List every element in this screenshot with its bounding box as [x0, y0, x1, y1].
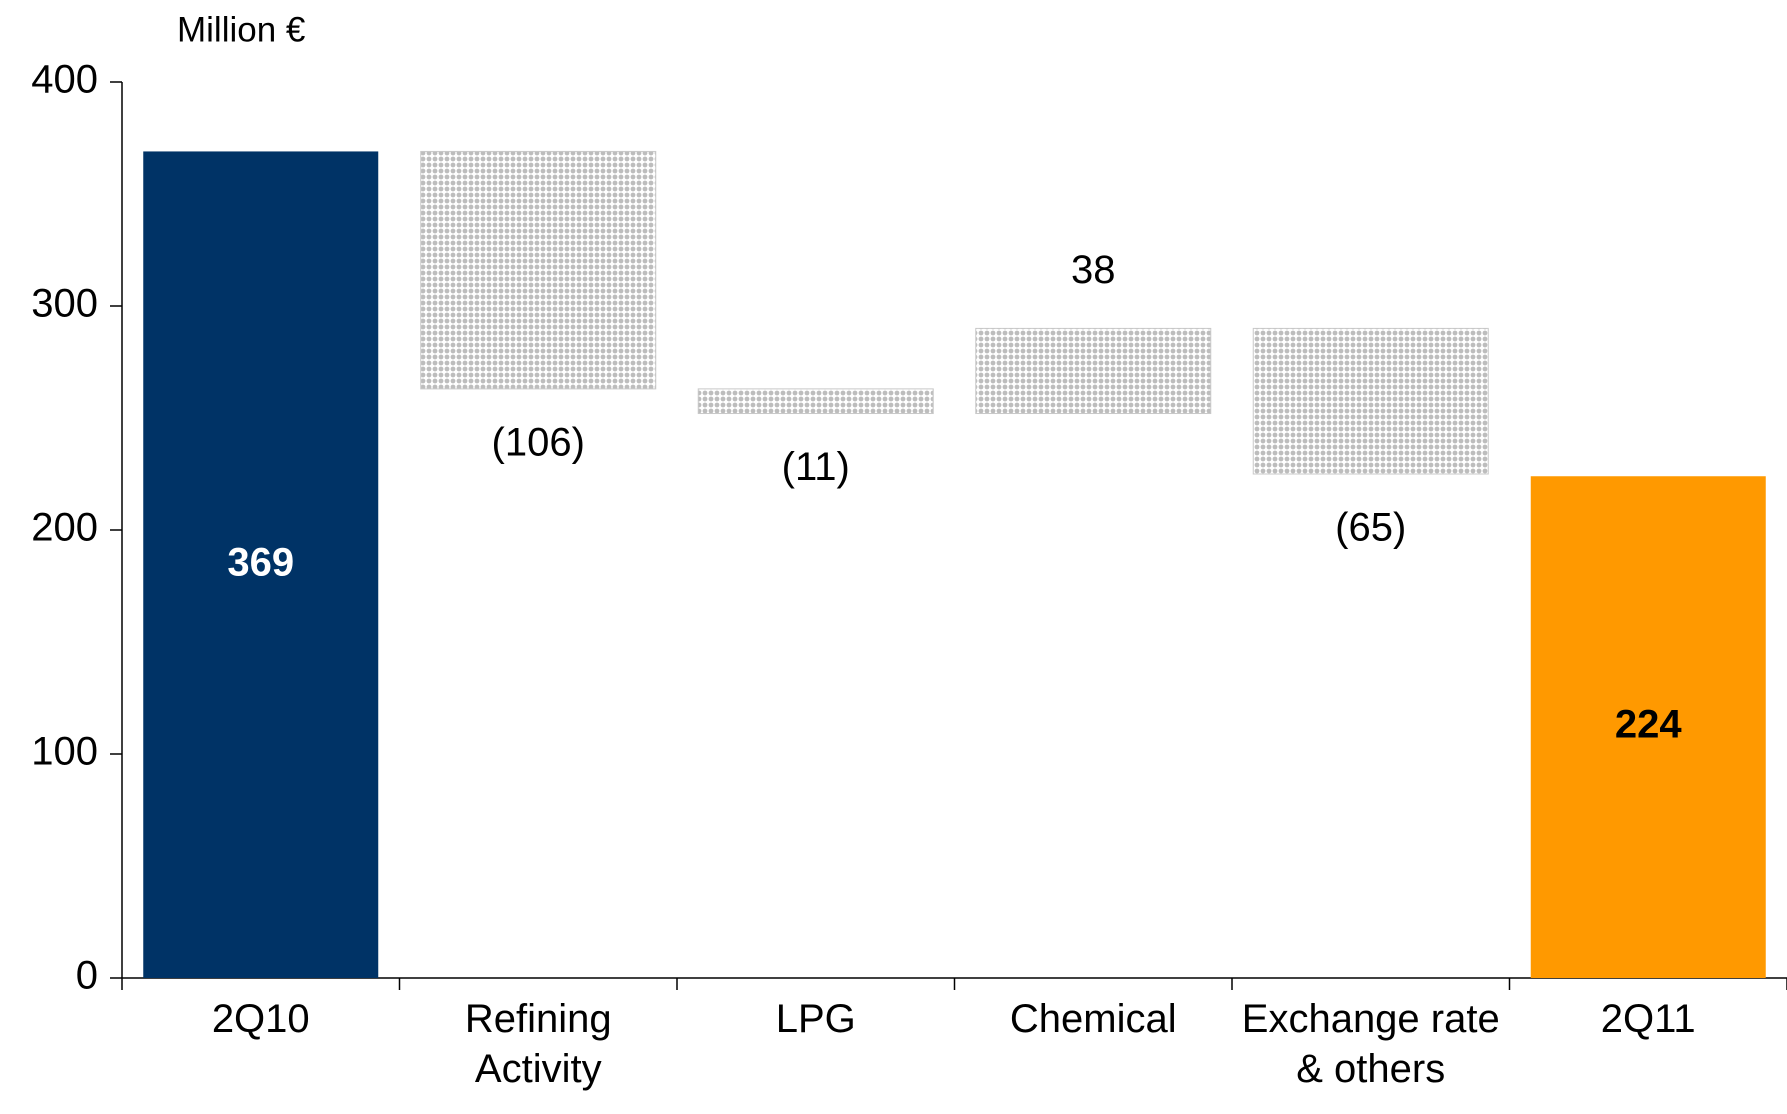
y-tick-label: 100 [31, 730, 98, 774]
x-tick-label: Refining Activity [464, 997, 612, 1091]
delta-bar [975, 327, 1212, 415]
x-tick-label: Exchange rate & others [1241, 997, 1500, 1091]
value-label: 38 [1071, 248, 1116, 292]
x-tick-label: 2Q10 [211, 997, 310, 1041]
value-label: 369 [227, 540, 294, 584]
value-label: (106) [492, 420, 585, 464]
y-tick-label: 200 [31, 506, 98, 550]
y-tick-label: 0 [76, 954, 98, 998]
x-tick-label: 2Q11 [1600, 997, 1696, 1041]
value-label: (65) [1335, 506, 1406, 550]
y-tick-label: 300 [31, 282, 98, 326]
x-tick-label: LPG [775, 997, 856, 1041]
total-bar [1530, 476, 1766, 978]
delta-bar [420, 150, 657, 390]
value-label: (11) [782, 445, 850, 489]
value-label: 224 [1615, 703, 1682, 747]
delta-bar [697, 388, 934, 415]
total-bar [143, 151, 379, 978]
y-tick-label: 400 [31, 58, 98, 102]
x-tick-label: Chemical [1009, 997, 1177, 1041]
y-axis-label: Million € [177, 10, 305, 49]
delta-bar [1252, 327, 1489, 475]
